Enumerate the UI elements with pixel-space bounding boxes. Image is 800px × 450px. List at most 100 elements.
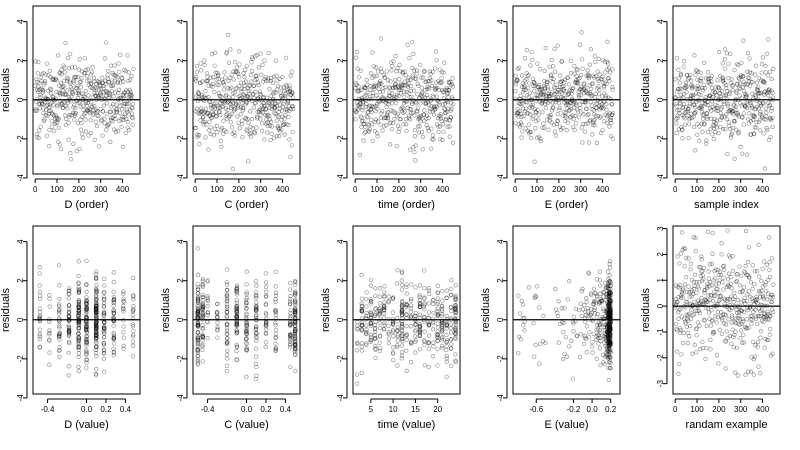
data-point [408, 324, 414, 329]
data-point [389, 60, 394, 65]
data-point [523, 106, 529, 111]
data-point [529, 135, 534, 141]
y-tick-label: -2 [336, 135, 345, 143]
data-point [355, 66, 360, 71]
y-tick-label: -2 [656, 135, 665, 143]
data-point [45, 113, 50, 118]
data-point [604, 114, 610, 119]
data-point [538, 138, 543, 144]
data-point [514, 77, 519, 82]
data-point [435, 296, 440, 301]
data-point [97, 82, 102, 87]
data-point [535, 61, 540, 66]
data-point [681, 64, 686, 69]
data-point [286, 103, 292, 109]
data-point [238, 80, 244, 85]
data-point [42, 78, 48, 84]
data-point [426, 346, 431, 351]
data-point [726, 76, 731, 81]
data-point [723, 47, 728, 52]
data-point [109, 88, 115, 94]
data-point [587, 83, 592, 88]
x-tick-label: 100 [210, 185, 224, 194]
data-point [355, 372, 360, 377]
data-point [535, 84, 540, 89]
data-point [704, 138, 709, 143]
data-point [235, 103, 240, 109]
data-point [253, 54, 258, 59]
data-point [770, 90, 775, 95]
data-point [759, 78, 764, 83]
data-point [549, 120, 554, 125]
data-point [364, 101, 369, 107]
y-tick-label: -3 [656, 380, 665, 388]
data-point [218, 139, 224, 144]
data-point [259, 72, 264, 77]
data-point [408, 83, 414, 89]
data-point [591, 286, 597, 291]
data-point [545, 85, 550, 90]
data-point [285, 98, 291, 104]
data-point [554, 82, 559, 87]
data-point [736, 114, 742, 119]
data-point [83, 129, 89, 134]
data-point [402, 94, 407, 99]
data-point [740, 115, 745, 120]
data-point [400, 70, 405, 75]
data-point [284, 121, 289, 127]
data-point [684, 90, 689, 95]
data-point [39, 100, 44, 105]
data-point [749, 71, 754, 76]
x-tick-label: -0.2 [567, 405, 581, 414]
data-point [129, 73, 134, 79]
data-point [36, 135, 41, 141]
data-point [559, 59, 565, 64]
data-point [240, 134, 245, 140]
data-point [766, 37, 771, 42]
data-point [372, 74, 377, 79]
scatter-points [516, 259, 613, 383]
data-point [758, 91, 764, 96]
data-point [85, 107, 91, 113]
data-point [756, 75, 762, 81]
data-point [258, 117, 263, 122]
data-point [570, 125, 576, 130]
data-point [569, 88, 574, 94]
data-point [589, 93, 594, 99]
data-point [684, 324, 689, 329]
data-point [586, 112, 591, 117]
data-point [370, 50, 375, 55]
data-point [256, 96, 261, 101]
data-point [554, 89, 560, 95]
data-point [278, 94, 284, 99]
data-point [556, 340, 562, 345]
data-point [365, 115, 370, 120]
data-point [213, 113, 219, 119]
data-point [74, 84, 80, 89]
data-point [439, 118, 444, 124]
data-point [98, 92, 103, 97]
data-point [69, 87, 75, 92]
data-point [712, 89, 717, 95]
data-point [285, 108, 290, 113]
data-point [101, 89, 106, 95]
data-point [204, 78, 209, 84]
data-point [289, 90, 295, 95]
data-point [676, 316, 681, 321]
y-tick-label: 0 [496, 97, 505, 102]
data-point [727, 91, 732, 97]
data-point [387, 90, 392, 95]
data-point [202, 109, 208, 115]
data-point [103, 82, 108, 87]
data-point [597, 269, 603, 274]
data-point [447, 134, 452, 139]
data-point [757, 371, 763, 376]
data-point [532, 84, 538, 89]
data-point [426, 333, 432, 338]
data-point [271, 89, 276, 95]
data-point [567, 108, 572, 113]
data-point [413, 143, 418, 148]
data-point [441, 129, 446, 134]
data-point [100, 109, 105, 114]
data-point [98, 90, 103, 96]
